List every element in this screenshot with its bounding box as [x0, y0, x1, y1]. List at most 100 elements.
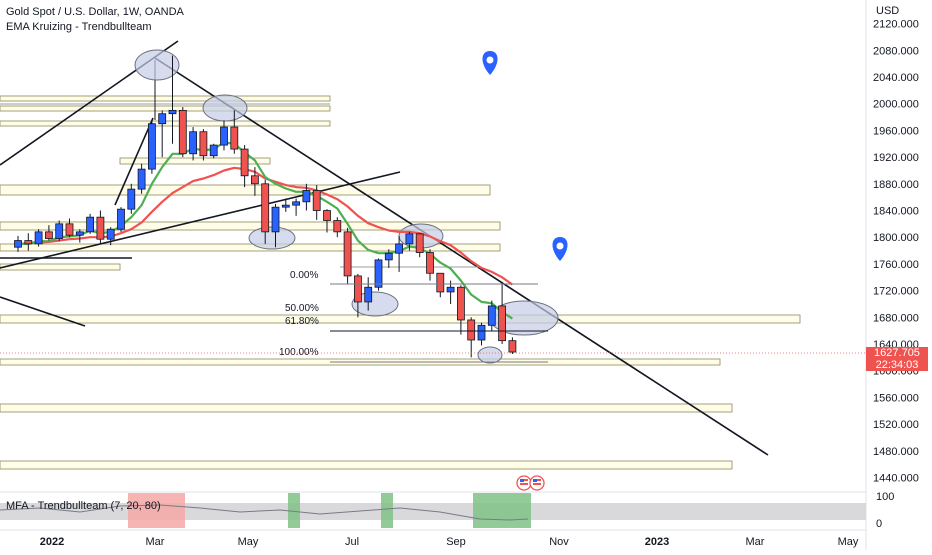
candle-body — [508, 340, 517, 353]
y-tick-label: 1960.000 — [873, 125, 919, 137]
last-price-tag: 1627.705 22:34:03 — [866, 347, 928, 371]
candle-body — [168, 109, 177, 115]
y-tick-label: 1880.000 — [873, 179, 919, 191]
price-zone — [0, 243, 501, 252]
x-tick-label: May — [238, 536, 259, 548]
candle-body — [230, 126, 239, 150]
x-tick-label: Mar — [146, 536, 165, 548]
location-pin-icon — [482, 51, 498, 75]
candle-body — [24, 240, 33, 245]
location-pin-icon — [552, 237, 568, 261]
candle — [353, 273, 362, 318]
axis-layer: 2120.000 2080.000 2040.000 2000.000 1960.000… — [0, 0, 919, 550]
candle-body — [487, 305, 496, 326]
price-zone — [0, 460, 733, 470]
candle — [199, 129, 208, 161]
y-tick-label: 2120.000 — [873, 19, 919, 31]
candle — [508, 337, 517, 355]
candle-body — [261, 183, 270, 233]
candle — [86, 213, 94, 234]
us-flag-event-icon — [516, 475, 532, 491]
candle-body — [302, 190, 311, 203]
candle-body — [498, 305, 507, 342]
candle — [189, 127, 198, 161]
osc-tick-label: 100 — [876, 491, 894, 503]
y-tick-label: 1840.000 — [873, 206, 919, 218]
indicator-title: EMA Kruizing - Trendbullteam — [6, 21, 152, 33]
candle — [281, 198, 290, 212]
candle-body — [384, 252, 393, 261]
candle — [230, 110, 239, 154]
candle-body — [456, 286, 465, 321]
last-price-value: 1627.705 — [874, 347, 920, 359]
candle-body — [333, 220, 342, 233]
candle-layer — [14, 55, 517, 358]
candle-body — [34, 231, 43, 245]
candle-body — [426, 252, 434, 274]
candle — [374, 258, 383, 291]
x-tick-label: Nov — [549, 536, 569, 548]
candle — [323, 209, 331, 233]
y-tick-label: 1560.000 — [873, 392, 919, 404]
x-tick-label: Mar — [746, 536, 765, 548]
highlight-ellipse — [134, 49, 180, 81]
highlight-ellipse — [202, 94, 248, 122]
candle-body — [436, 272, 445, 293]
x-tick-label: Sep — [446, 536, 466, 548]
trend-line — [0, 296, 86, 327]
pin-dot — [486, 56, 494, 64]
y-tick-label: 2000.000 — [873, 99, 919, 111]
y-tick-label: 1920.000 — [873, 152, 919, 164]
candle — [261, 179, 270, 244]
oscillator-title: MFA - Trendbullteam (7, 20, 80) — [6, 500, 161, 512]
candle-body — [281, 204, 290, 208]
flag-canton — [533, 479, 537, 482]
price-zone — [0, 314, 801, 324]
oscillator-green-highlight — [288, 493, 300, 528]
fib-layer: 0.00% 50.00% 61.80% 100.00% — [0, 270, 866, 363]
flag-stripe — [533, 483, 541, 485]
candle-body — [127, 188, 136, 210]
candle-body — [137, 168, 146, 190]
oscillator-green-highlight — [381, 493, 393, 528]
candle — [364, 277, 373, 311]
candle-body — [199, 131, 208, 157]
candle — [178, 107, 187, 158]
candle-body — [312, 190, 321, 211]
candle-body — [14, 240, 22, 248]
trend-line — [154, 57, 769, 456]
y-tick-label: 1680.000 — [873, 312, 919, 324]
bar-countdown: 22:34:03 — [875, 359, 919, 371]
trend-line — [114, 117, 154, 206]
candle-body — [446, 286, 455, 293]
marker-layer — [482, 51, 568, 491]
oscillator-red-highlight — [128, 493, 185, 528]
x-tick-label: 2022 — [40, 536, 64, 548]
price-zone — [0, 263, 121, 271]
candle — [415, 233, 424, 258]
candle — [209, 143, 218, 159]
y-tick-label: 1800.000 — [873, 232, 919, 244]
highlight-ellipse — [477, 346, 503, 364]
candle — [55, 220, 64, 242]
candle-body — [353, 275, 362, 303]
x-tick-label: Jul — [345, 536, 359, 548]
candle-body — [96, 216, 105, 240]
price-zone — [0, 95, 331, 102]
candle — [24, 233, 33, 251]
flag-canton — [520, 479, 524, 482]
candle — [302, 183, 311, 211]
pin-dot — [556, 242, 564, 250]
currency-label: USD — [876, 5, 900, 17]
candle-body — [75, 231, 84, 236]
trend-line — [0, 171, 401, 269]
candle-body — [405, 233, 414, 245]
candle — [271, 203, 280, 248]
x-tick-label: May — [838, 536, 859, 548]
candle — [405, 231, 414, 251]
candle-body — [65, 223, 74, 236]
candle — [250, 167, 259, 196]
y-tick-label: 1480.000 — [873, 446, 919, 458]
